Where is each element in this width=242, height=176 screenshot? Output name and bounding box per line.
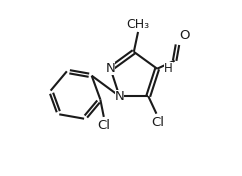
Text: N: N: [106, 62, 115, 75]
Text: Cl: Cl: [151, 116, 164, 129]
Text: CH₃: CH₃: [127, 18, 150, 31]
Text: N: N: [114, 90, 124, 103]
Text: Cl: Cl: [97, 119, 110, 132]
Text: H: H: [164, 62, 173, 76]
Text: O: O: [179, 29, 190, 42]
